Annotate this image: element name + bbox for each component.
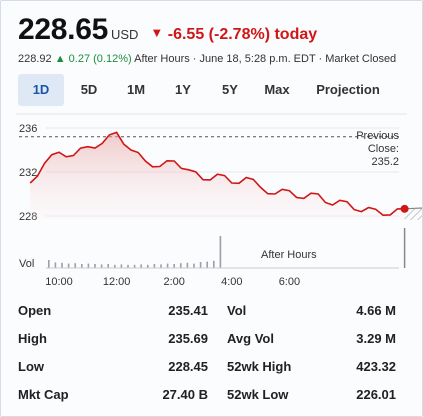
after-hours-price: 228.92 — [18, 53, 52, 65]
volume-bar — [61, 262, 63, 268]
stat-avgvol-label: Avg Vol — [227, 331, 274, 346]
tab-5y[interactable]: 5Y — [222, 82, 238, 97]
stat-open-value: 235.41 — [168, 303, 208, 318]
tab-max[interactable]: Max — [264, 82, 290, 97]
volume-bar — [206, 261, 208, 268]
x-tick-label: 10:00 — [45, 276, 73, 288]
volume-bar — [127, 264, 129, 268]
x-tick-label: 4:00 — [221, 276, 242, 288]
volume-bar — [100, 264, 103, 268]
tab-1d[interactable]: 1D — [18, 74, 64, 106]
volume-bar — [140, 264, 142, 268]
volume-bar — [180, 263, 182, 268]
after-hours-area — [404, 207, 422, 220]
stat-52wk-low-label: 52wk Low — [227, 387, 289, 402]
after-hours-row: 228.92 ▲ 0.27 (0.12%) After Hours · June… — [18, 53, 396, 65]
volume-bar — [120, 264, 123, 268]
price-row: 228.65 USD ▼ -6.55 (-2.78%) today — [18, 13, 317, 49]
volume-bar — [133, 264, 136, 268]
volume-bar — [147, 264, 149, 268]
previous-close-label: Previous — [356, 130, 399, 142]
stat-vol-label: Vol — [227, 303, 247, 318]
volume-bar — [87, 263, 90, 268]
volume-bar — [166, 263, 169, 268]
y-tick-label: 236 — [19, 123, 37, 135]
stat-52wk-low-value: 226.01 — [356, 387, 396, 402]
tab-1m[interactable]: 1M — [126, 82, 146, 97]
price-line — [29, 131, 405, 217]
stat-52wk-high-label: 52wk High — [227, 359, 292, 374]
y-tick-label: 232 — [19, 167, 37, 179]
volume-bar — [186, 262, 189, 268]
x-tick-label: 12:00 — [103, 276, 131, 288]
stat-52wk-high-value: 423.32 — [356, 359, 396, 374]
stat-vol-value: 4.66 M — [356, 303, 396, 318]
volume-bar — [153, 264, 156, 268]
stat-high-value: 235.69 — [168, 331, 208, 346]
volume-bar — [48, 260, 50, 268]
tab-1y[interactable]: 1Y — [175, 82, 191, 97]
tab-5d[interactable]: 5D — [80, 82, 98, 97]
volume-bar — [193, 263, 195, 268]
volume-bar — [213, 260, 215, 268]
volume-bar — [74, 263, 76, 268]
up-arrow-icon: ▲ — [54, 53, 66, 65]
previous-close-value: 235.2 — [371, 156, 399, 168]
stat-low-value: 228.45 — [168, 359, 208, 374]
price-area-fill — [30, 132, 405, 220]
volume-bar — [160, 264, 162, 268]
volume-bar — [107, 264, 109, 268]
volume-bar — [219, 236, 222, 268]
volume-label: Vol — [19, 258, 34, 270]
after-hours-label: After Hours — [261, 249, 317, 261]
range-tabs: 1D 5D 1M 1Y 5Y Max Projection — [18, 74, 394, 106]
volume-bar — [81, 264, 83, 268]
after-hours-status: After Hours · June 18, 5:28 p.m. EDT · M… — [134, 53, 397, 65]
volume-bar — [67, 263, 70, 268]
volume-bar — [54, 262, 57, 268]
down-arrow-icon: ▼ — [150, 25, 164, 40]
currency-label: USD — [110, 27, 139, 42]
stat-mktcap-label: Mkt Cap — [18, 387, 69, 402]
volume-bar — [94, 264, 96, 268]
stat-high-label: High — [18, 331, 47, 346]
stat-mktcap-value: 27.40 B — [162, 387, 208, 402]
stat-open-label: Open — [18, 303, 52, 318]
volume-bar — [173, 264, 175, 268]
stat-avgvol-value: 3.29 M — [356, 331, 396, 346]
x-tick-label: 2:00 — [163, 276, 184, 288]
volume-bar — [114, 264, 116, 268]
daily-change: -6.55 (-2.78%) today — [167, 26, 318, 43]
volume-bar — [199, 262, 202, 268]
previous-close-label: Close: — [368, 143, 399, 155]
close-marker — [400, 204, 409, 213]
current-price: 228.65 — [18, 13, 108, 46]
x-tick-label: 6:00 — [279, 276, 300, 288]
after-hours-change: 0.27 (0.12%) — [68, 53, 132, 65]
tab-projection[interactable]: Projection — [316, 82, 380, 97]
stat-low-label: Low — [18, 359, 44, 374]
